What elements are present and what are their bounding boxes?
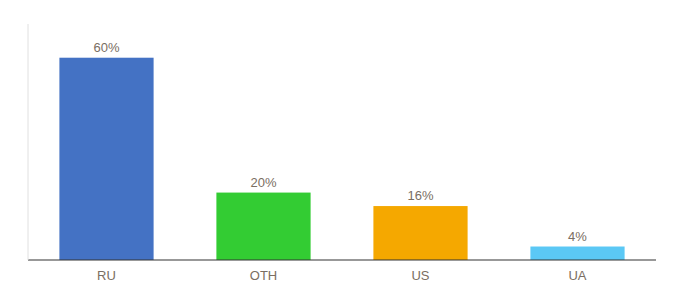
y-axis-line [28,24,29,260]
x-tick-label: UA [568,268,586,283]
x-tick-label: RU [97,268,116,283]
data-label: 20% [250,175,276,190]
bars [59,58,624,260]
x-tick-label: US [411,268,429,283]
data-labels: 60% 20% 16% 4% [93,40,587,244]
bar [373,206,467,260]
data-label: 16% [407,188,433,203]
bar [59,58,153,260]
bar [216,193,310,260]
data-label: 4% [568,229,587,244]
bar [530,247,624,260]
data-label: 60% [93,40,119,55]
x-tick-label: OTH [250,268,277,283]
x-axis-line [28,259,656,260]
chart-container: 60% 20% 16% 4% RU OTH US UA [0,0,680,300]
x-axis: RU OTH US UA [28,260,656,283]
chart: 60% 20% 16% 4% RU OTH US UA [0,0,680,300]
